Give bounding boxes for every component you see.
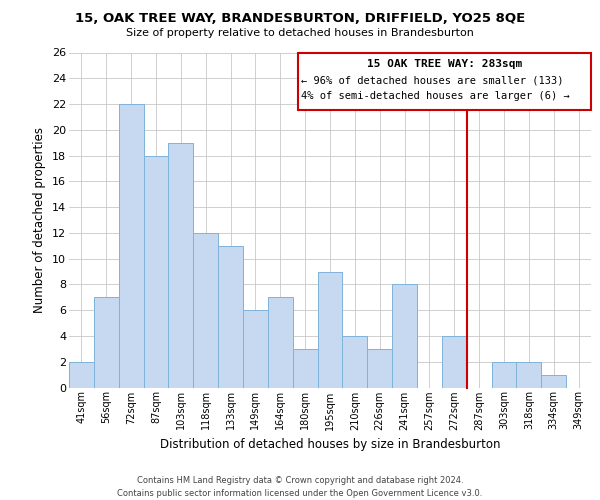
Bar xyxy=(517,362,541,388)
Text: Contains HM Land Registry data © Crown copyright and database right 2024.
Contai: Contains HM Land Registry data © Crown c… xyxy=(118,476,482,498)
Y-axis label: Number of detached properties: Number of detached properties xyxy=(34,127,46,313)
Bar xyxy=(119,104,143,388)
Bar xyxy=(317,272,343,388)
Bar xyxy=(392,284,417,388)
Bar xyxy=(243,310,268,388)
Text: Size of property relative to detached houses in Brandesburton: Size of property relative to detached ho… xyxy=(126,28,474,38)
Text: 15 OAK TREE WAY: 283sqm: 15 OAK TREE WAY: 283sqm xyxy=(367,59,522,69)
Bar xyxy=(69,362,94,388)
Bar xyxy=(442,336,467,388)
Text: ← 96% of detached houses are smaller (133): ← 96% of detached houses are smaller (13… xyxy=(301,76,564,86)
X-axis label: Distribution of detached houses by size in Brandesburton: Distribution of detached houses by size … xyxy=(160,438,500,451)
Bar xyxy=(169,142,193,388)
Bar xyxy=(218,246,243,388)
Bar xyxy=(94,298,119,388)
Bar xyxy=(268,298,293,388)
Bar xyxy=(491,362,517,388)
Bar xyxy=(293,349,317,388)
Bar xyxy=(143,156,169,388)
Text: 15, OAK TREE WAY, BRANDESBURTON, DRIFFIELD, YO25 8QE: 15, OAK TREE WAY, BRANDESBURTON, DRIFFIE… xyxy=(75,12,525,26)
FancyBboxPatch shape xyxy=(298,52,591,110)
Bar xyxy=(541,374,566,388)
Bar xyxy=(367,349,392,388)
Text: 4% of semi-detached houses are larger (6) →: 4% of semi-detached houses are larger (6… xyxy=(301,91,570,101)
Bar xyxy=(193,233,218,388)
Bar xyxy=(343,336,367,388)
